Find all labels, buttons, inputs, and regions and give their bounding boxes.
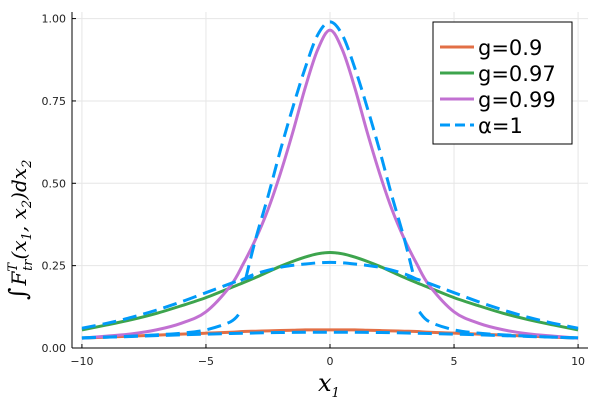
- y-tick-label: 0.50: [42, 177, 67, 190]
- series-line--1: [240, 260, 420, 282]
- y-tick-label: 0.75: [42, 95, 67, 108]
- series-lines: [81, 20, 579, 340]
- legend-label: α=1: [478, 114, 523, 138]
- series-line-g-0-99: [81, 28, 579, 340]
- y-tick-label: 0.25: [42, 260, 67, 273]
- legend: g=0.9g=0.97g=0.99α=1: [432, 21, 573, 145]
- legend-label: g=0.9: [478, 36, 542, 60]
- x-tick-label: 0: [327, 355, 334, 368]
- legend-label: g=0.97: [478, 62, 556, 86]
- legend-label: g=0.99: [478, 88, 556, 112]
- y-tick-label: 1.00: [42, 13, 67, 26]
- series-line--1: [81, 330, 579, 340]
- series-line-g-0-97: [81, 250, 579, 332]
- y-axis-label: ∫FTtr(x1, x2)dx2: [4, 160, 36, 300]
- x-tick-label: 5: [451, 355, 458, 368]
- x-tick-label: 10: [571, 355, 585, 368]
- y-tick-label: 0.00: [42, 342, 67, 355]
- x-tick-label: −10: [70, 355, 93, 368]
- x-axis-label: x1: [318, 369, 340, 400]
- x-tick-label: −5: [198, 355, 214, 368]
- tick-labels: −10 −5 0 5 10 0.00 0.25 0.50 0.75 1.00: [42, 13, 586, 368]
- series-line--1: [244, 20, 416, 280]
